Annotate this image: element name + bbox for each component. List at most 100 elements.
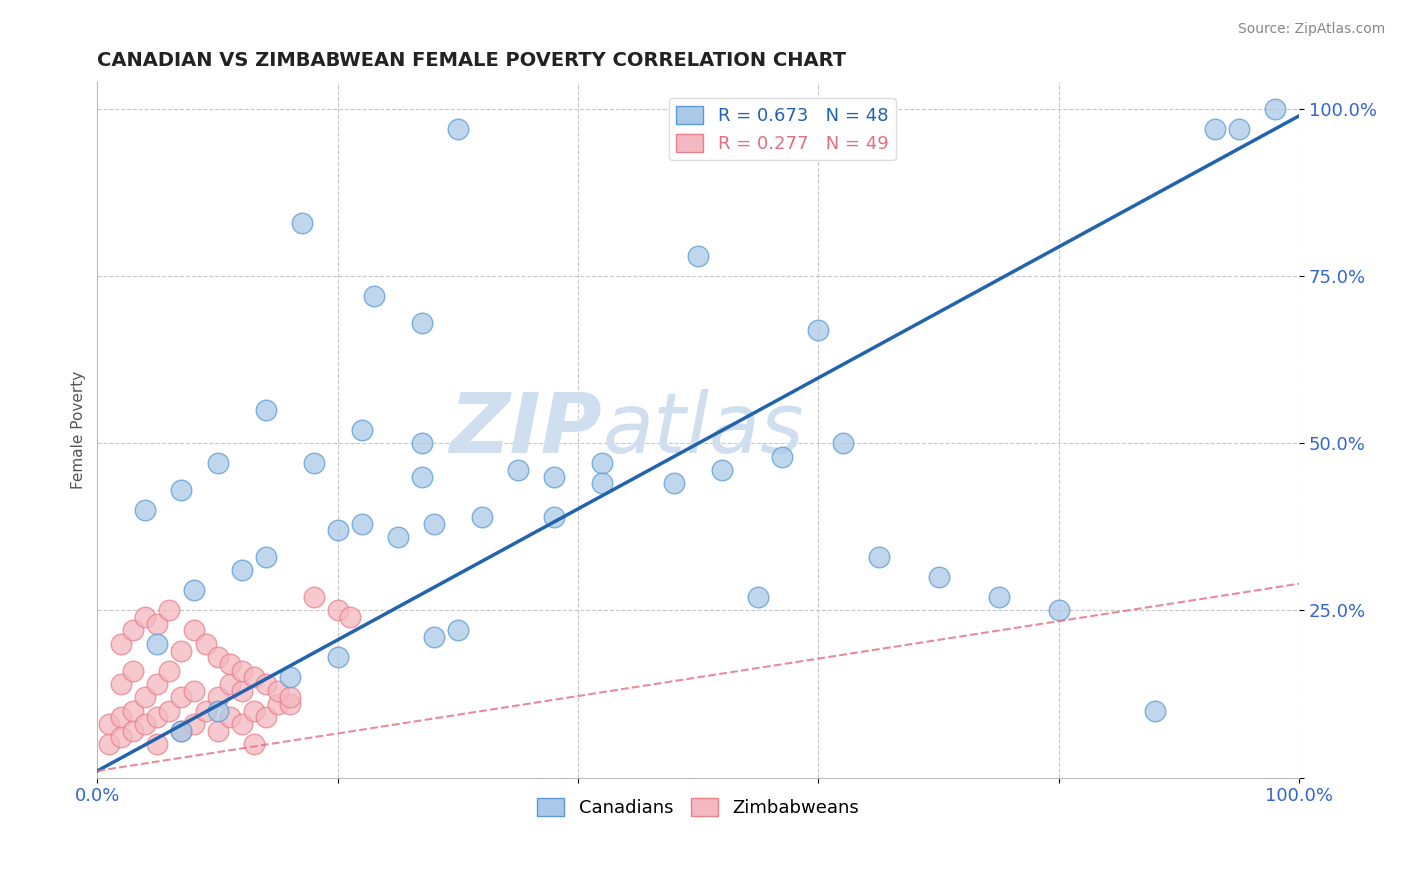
Point xyxy=(688,249,710,263)
Point xyxy=(387,530,409,544)
Point xyxy=(350,423,373,437)
Point xyxy=(146,737,169,751)
Point xyxy=(868,122,890,136)
Point xyxy=(207,650,229,665)
Point xyxy=(254,677,277,691)
Text: Source: ZipAtlas.com: Source: ZipAtlas.com xyxy=(1237,22,1385,37)
Point xyxy=(110,710,132,724)
Point xyxy=(807,323,830,337)
Point xyxy=(291,216,314,230)
Y-axis label: Female Poverty: Female Poverty xyxy=(72,371,86,489)
Point xyxy=(183,583,205,598)
Point xyxy=(664,476,686,491)
Point xyxy=(987,590,1010,604)
Point xyxy=(326,603,349,617)
Point xyxy=(170,643,193,657)
Point xyxy=(159,704,181,718)
Point xyxy=(278,670,301,684)
Point xyxy=(231,683,253,698)
Point xyxy=(831,436,853,450)
Point xyxy=(242,704,264,718)
Point xyxy=(543,509,565,524)
Point xyxy=(254,710,277,724)
Text: atlas: atlas xyxy=(602,390,804,470)
Point xyxy=(868,549,890,564)
Point xyxy=(423,630,446,644)
Point xyxy=(207,723,229,738)
Point xyxy=(183,624,205,638)
Point xyxy=(1264,102,1286,116)
Point xyxy=(1227,122,1250,136)
Point xyxy=(278,697,301,711)
Point xyxy=(183,683,205,698)
Point xyxy=(170,723,193,738)
Point xyxy=(363,289,385,303)
Point xyxy=(183,717,205,731)
Point xyxy=(1204,122,1226,136)
Point xyxy=(302,590,325,604)
Point xyxy=(928,570,950,584)
Point xyxy=(146,637,169,651)
Point xyxy=(218,677,240,691)
Point xyxy=(110,637,132,651)
Point xyxy=(411,469,433,483)
Point xyxy=(110,677,132,691)
Point xyxy=(134,503,156,517)
Point xyxy=(747,590,769,604)
Point xyxy=(207,704,229,718)
Point xyxy=(1143,704,1166,718)
Point xyxy=(218,710,240,724)
Point xyxy=(350,516,373,531)
Point xyxy=(98,717,121,731)
Point xyxy=(506,463,529,477)
Point xyxy=(339,610,361,624)
Point xyxy=(134,690,156,705)
Point xyxy=(278,690,301,705)
Point xyxy=(254,549,277,564)
Text: CANADIAN VS ZIMBABWEAN FEMALE POVERTY CORRELATION CHART: CANADIAN VS ZIMBABWEAN FEMALE POVERTY CO… xyxy=(97,51,846,70)
Point xyxy=(159,664,181,678)
Point xyxy=(423,516,446,531)
Point xyxy=(266,683,288,698)
Point xyxy=(146,616,169,631)
Point xyxy=(231,664,253,678)
Point xyxy=(207,690,229,705)
Point xyxy=(170,690,193,705)
Point xyxy=(447,122,470,136)
Point xyxy=(146,677,169,691)
Point xyxy=(170,723,193,738)
Point xyxy=(146,710,169,724)
Point xyxy=(122,704,145,718)
Point xyxy=(591,476,613,491)
Point xyxy=(447,624,470,638)
Point xyxy=(591,456,613,470)
Point xyxy=(770,450,793,464)
Point xyxy=(134,610,156,624)
Text: ZIP: ZIP xyxy=(450,390,602,470)
Point xyxy=(266,697,288,711)
Point xyxy=(326,523,349,537)
Point xyxy=(159,603,181,617)
Point xyxy=(194,704,217,718)
Point xyxy=(411,436,433,450)
Point xyxy=(1047,603,1070,617)
Point xyxy=(254,403,277,417)
Point xyxy=(242,670,264,684)
Point xyxy=(194,637,217,651)
Legend: Canadians, Zimbabweans: Canadians, Zimbabweans xyxy=(530,790,866,824)
Point xyxy=(242,737,264,751)
Point xyxy=(207,456,229,470)
Point xyxy=(711,463,734,477)
Point xyxy=(134,717,156,731)
Point xyxy=(326,650,349,665)
Point xyxy=(98,737,121,751)
Point xyxy=(110,731,132,745)
Point xyxy=(302,456,325,470)
Point xyxy=(122,664,145,678)
Point xyxy=(411,316,433,330)
Point xyxy=(471,509,494,524)
Point xyxy=(170,483,193,497)
Point xyxy=(231,717,253,731)
Point xyxy=(543,469,565,483)
Point xyxy=(122,624,145,638)
